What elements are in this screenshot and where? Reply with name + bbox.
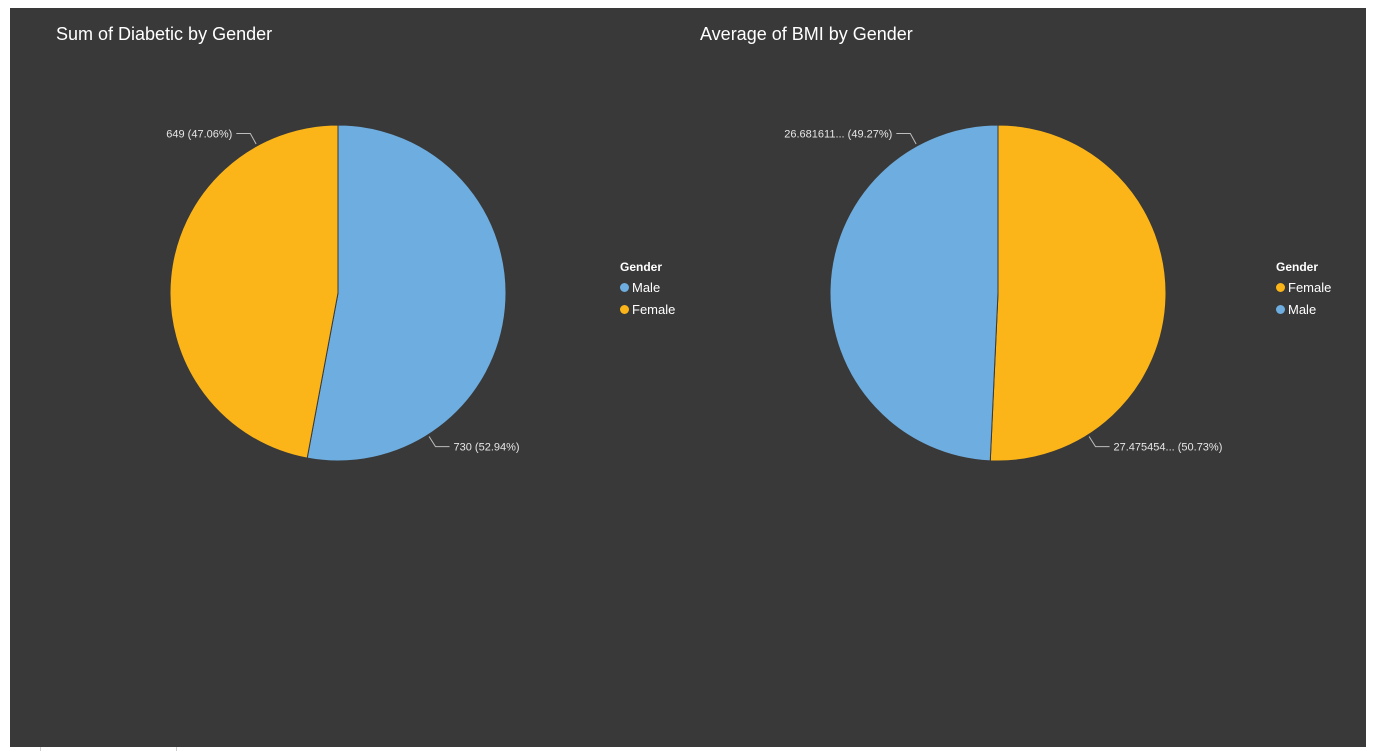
legend-item-female[interactable]: Female [620, 296, 675, 322]
chart-diabetic-by-gender[interactable]: Sum of Diabetic by Gender 730 (52.94%) 64… [10, 8, 690, 747]
legend-label: Female [1288, 279, 1332, 295]
page-tab-strip [40, 747, 177, 751]
legend-item-male[interactable]: Male [620, 274, 675, 300]
leader-line [428, 436, 450, 448]
pie-slice-female[interactable] [169, 124, 339, 459]
legend-marker [1276, 282, 1285, 292]
legend: Gender Male Female [620, 260, 675, 322]
data-label: 27.475454... (50.73%) [1114, 442, 1223, 454]
legend: Gender Female Male [1276, 260, 1331, 322]
legend-label: Female [632, 301, 676, 317]
legend-marker [620, 282, 629, 292]
data-label: 649 (47.06%) [166, 129, 232, 141]
leader-line [1088, 436, 1110, 448]
legend-marker [1276, 304, 1285, 314]
legend-title: Gender [620, 260, 663, 274]
report-canvas: Sum of Diabetic by Gender 730 (52.94%) 64… [10, 8, 1366, 747]
legend-label: Male [1288, 301, 1317, 317]
data-label: 26.681611... (49.27%) [784, 129, 892, 141]
chart-title: Average of BMI by Gender [700, 24, 913, 44]
legend-label: Male [632, 279, 661, 295]
legend-title: Gender [1276, 260, 1319, 274]
legend-item-female[interactable]: Female [1276, 274, 1331, 300]
legend-item-male[interactable]: Male [1276, 296, 1331, 322]
pie-chart-svg: 27.475454... (50.73%) 26.681611... (49.27… [784, 124, 1223, 462]
leader-line [236, 133, 257, 145]
chart-bmi-by-gender[interactable]: Average of BMI by Gender 27.475454... (5… [660, 8, 1366, 747]
chart-title: Sum of Diabetic by Gender [56, 24, 273, 44]
legend-marker [620, 304, 629, 314]
leader-line [896, 133, 917, 145]
pie-slice-male[interactable] [829, 124, 999, 462]
pie-chart-svg: 730 (52.94%) 649 (47.06%) [166, 124, 520, 462]
data-label: 730 (52.94%) [454, 442, 520, 454]
pie-slice-male[interactable] [306, 124, 507, 462]
pie-slice-female[interactable] [989, 124, 1167, 462]
